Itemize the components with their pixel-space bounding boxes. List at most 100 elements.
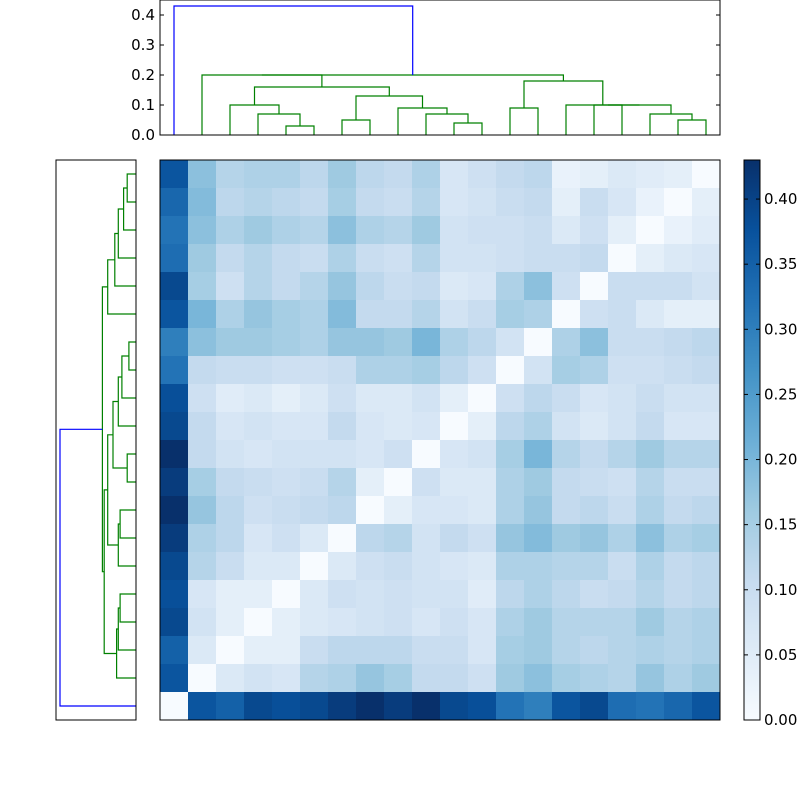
- dendrogram-link: [117, 607, 136, 651]
- heatmap-cell: [608, 664, 637, 693]
- top-dendrogram-tick-label: 0.4: [131, 6, 155, 24]
- heatmap-cell: [328, 664, 357, 693]
- heatmap-cell: [524, 188, 553, 217]
- heatmap-cell: [300, 692, 329, 721]
- heatmap-cell: [664, 496, 693, 525]
- dendrogram-link: [173, 5, 414, 135]
- heatmap-cell: [636, 440, 665, 469]
- heatmap-cell: [160, 524, 189, 553]
- heatmap-cell: [440, 496, 469, 525]
- heatmap-cell: [552, 160, 581, 189]
- heatmap-cell: [468, 664, 497, 693]
- heatmap-cell: [216, 244, 245, 273]
- heatmap-cell: [608, 496, 637, 525]
- heatmap-cell: [188, 356, 217, 385]
- heatmap-cell: [608, 160, 637, 189]
- heatmap-cell: [188, 160, 217, 189]
- dendrogram-link: [59, 428, 136, 707]
- heatmap-cell: [440, 300, 469, 329]
- heatmap-cell: [188, 244, 217, 273]
- heatmap-cell: [160, 496, 189, 525]
- heatmap-cell: [216, 216, 245, 245]
- heatmap-cell: [552, 580, 581, 609]
- heatmap-cell: [552, 188, 581, 217]
- heatmap-cell: [496, 496, 525, 525]
- heatmap-cell: [636, 216, 665, 245]
- heatmap-cell: [384, 300, 413, 329]
- heatmap-cell: [664, 552, 693, 581]
- heatmap-cell: [300, 608, 329, 637]
- heatmap-cell: [384, 580, 413, 609]
- dendrogram-link: [101, 286, 108, 573]
- dendrogram-link: [112, 400, 128, 469]
- heatmap-cell: [412, 608, 441, 637]
- heatmap-cell: [440, 580, 469, 609]
- heatmap-cell: [692, 160, 721, 189]
- heatmap-cell: [412, 384, 441, 413]
- colorbar-tick-label: 0.10: [764, 581, 797, 599]
- heatmap-cell: [216, 552, 245, 581]
- heatmap-cell: [580, 664, 609, 693]
- heatmap-cell: [216, 412, 245, 441]
- heatmap-cell: [272, 216, 301, 245]
- heatmap-cell: [692, 496, 721, 525]
- dendrogram-link: [677, 119, 707, 135]
- heatmap-cell: [188, 216, 217, 245]
- heatmap-cell: [496, 356, 525, 385]
- heatmap-cell: [272, 496, 301, 525]
- heatmap-cell: [552, 524, 581, 553]
- dendrogram-link: [117, 208, 136, 259]
- heatmap-cell: [216, 356, 245, 385]
- dendrogram-link: [593, 104, 623, 135]
- heatmap-cell: [216, 272, 245, 301]
- dendrogram-link: [341, 119, 371, 135]
- heatmap-cell: [664, 608, 693, 637]
- heatmap-cell: [328, 384, 357, 413]
- heatmap-cell: [440, 272, 469, 301]
- heatmap-cell: [552, 496, 581, 525]
- heatmap-cell: [636, 692, 665, 721]
- heatmap-cell: [636, 244, 665, 273]
- heatmap-cell: [244, 636, 273, 665]
- heatmap-cell: [384, 468, 413, 497]
- heatmap-cell: [356, 664, 385, 693]
- heatmap-cell: [524, 608, 553, 637]
- heatmap-cell: [440, 356, 469, 385]
- heatmap-cell: [216, 328, 245, 357]
- heatmap-cell: [272, 412, 301, 441]
- heatmap-cell: [356, 440, 385, 469]
- heatmap-cell: [356, 188, 385, 217]
- heatmap-cell: [580, 328, 609, 357]
- heatmap-cell: [608, 216, 637, 245]
- heatmap-cell: [356, 384, 385, 413]
- heatmap-cell: [552, 664, 581, 693]
- heatmap-cell: [300, 636, 329, 665]
- heatmap-cell: [244, 440, 273, 469]
- heatmap-cell: [384, 356, 413, 385]
- heatmap-cell: [216, 608, 245, 637]
- heatmap-cell: [496, 272, 525, 301]
- heatmap-cell: [524, 496, 553, 525]
- heatmap-cell: [412, 468, 441, 497]
- heatmap-cell: [188, 412, 217, 441]
- heatmap-cell: [328, 328, 357, 357]
- heatmap-cell: [244, 468, 273, 497]
- heatmap-cell: [272, 552, 301, 581]
- heatmap-cell: [524, 384, 553, 413]
- heatmap-cell: [384, 384, 413, 413]
- dendrogram-link: [119, 509, 136, 539]
- heatmap-cell: [524, 160, 553, 189]
- heatmap-cell: [692, 300, 721, 329]
- heatmap-cell: [188, 692, 217, 721]
- heatmap-cell: [580, 216, 609, 245]
- heatmap-cell: [608, 384, 637, 413]
- dendrogram-link: [608, 104, 672, 114]
- heatmap-cell: [244, 580, 273, 609]
- heatmap-cell: [188, 328, 217, 357]
- heatmap-cell: [300, 524, 329, 553]
- heatmap-cell: [356, 328, 385, 357]
- heatmap-cell: [440, 244, 469, 273]
- heatmap-cell: [608, 300, 637, 329]
- colorbar-tick-label: 0.00: [764, 711, 797, 729]
- heatmap-cell: [552, 384, 581, 413]
